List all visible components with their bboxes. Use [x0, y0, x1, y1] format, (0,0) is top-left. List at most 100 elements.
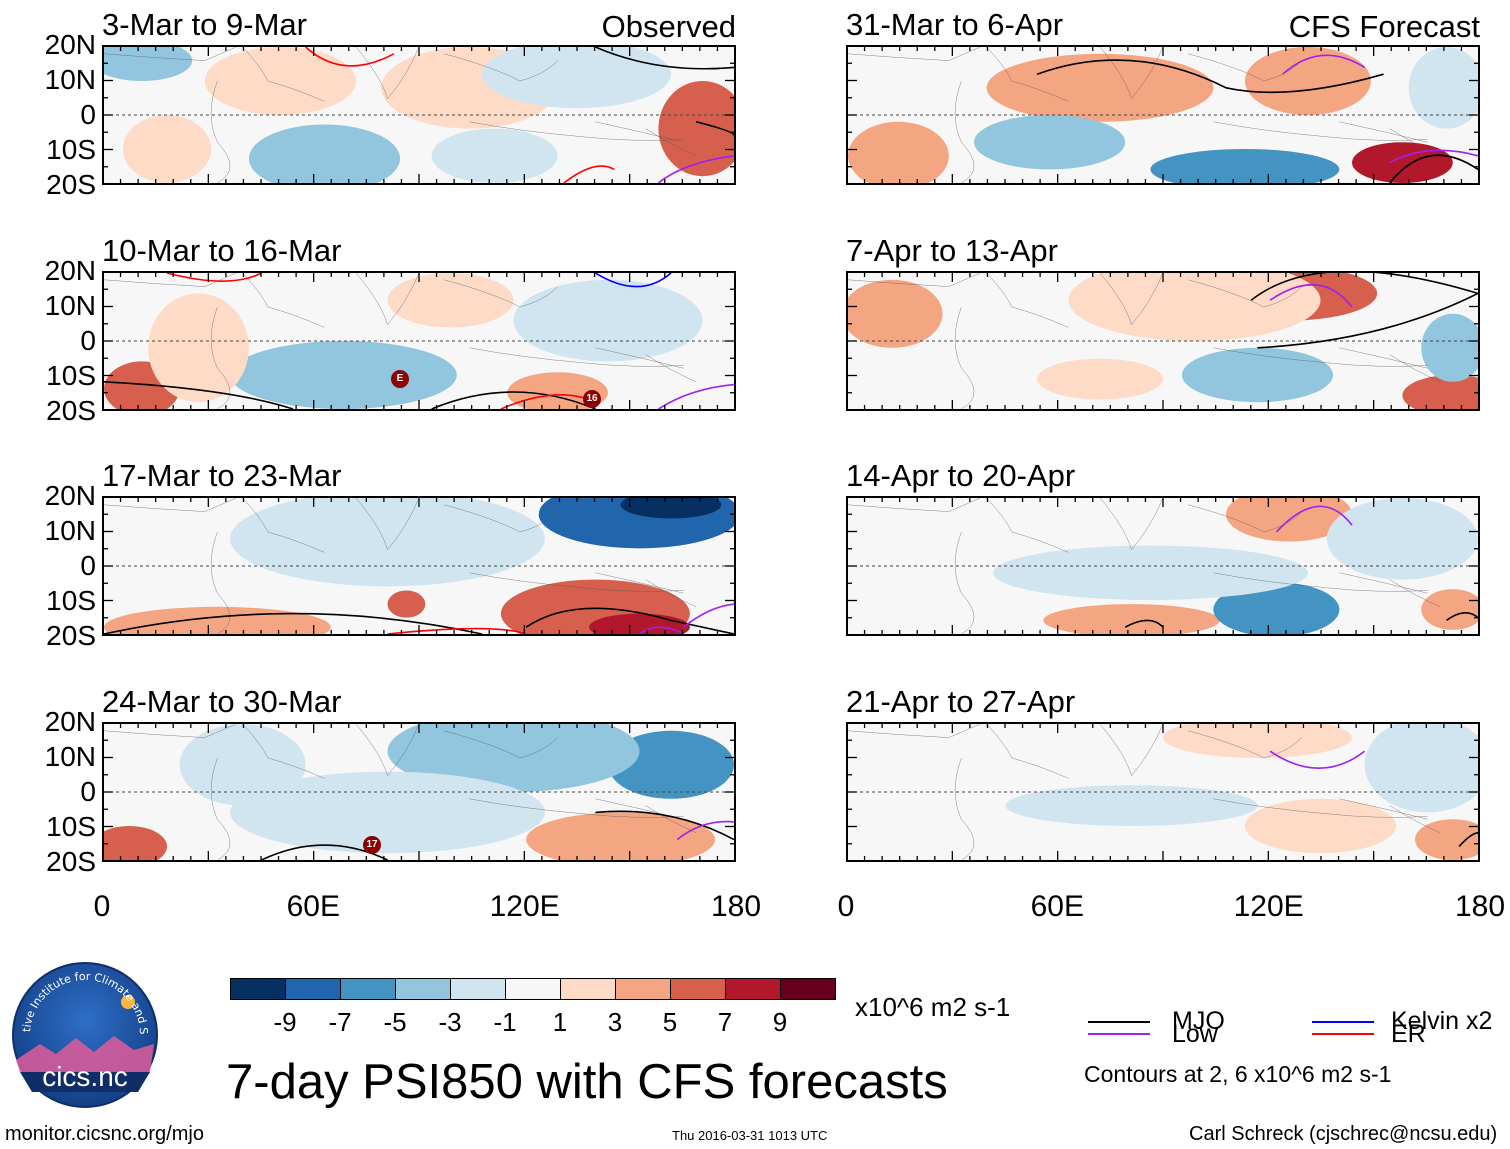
- colorbar-cell: [230, 978, 286, 1000]
- R1-anomaly-red3: [1402, 375, 1478, 409]
- L3-coastline: [469, 799, 683, 818]
- L0-coastline: [243, 47, 325, 101]
- colorbar-cell: [340, 978, 396, 1000]
- R0-anomaly-blue2: [974, 115, 1126, 170]
- R0-title: 31-Mar to 6-Apr: [846, 7, 1064, 42]
- footer-author: Carl Schreck (cjschrec@ncsu.edu): [1189, 1123, 1498, 1145]
- L3-field: [104, 724, 734, 860]
- colorbar-cell: [670, 978, 726, 1000]
- R3-anomaly-red2: [1415, 819, 1478, 860]
- R2-coastline: [1213, 573, 1427, 592]
- colorbar-tick-label: 3: [607, 1007, 623, 1037]
- L2-contour-low: [640, 627, 684, 634]
- L3-anomaly-blue2: [387, 724, 640, 792]
- R2-field: [848, 498, 1478, 634]
- R3-ticks: [846, 722, 1480, 862]
- R0-contour-low: [1390, 150, 1478, 162]
- R0-anomaly-red2: [848, 121, 949, 183]
- L2-title: 17-Mar to 23-Mar: [102, 458, 342, 493]
- L0-contour-er: [564, 166, 614, 183]
- R1-anomaly-blue2: [1181, 347, 1334, 403]
- L2-ticks: [102, 496, 736, 636]
- R2-coastline: [987, 498, 1069, 552]
- R2-anomaly-blue1: [1326, 498, 1478, 580]
- colorbar-units: x10^6 m2 s-1: [855, 992, 1011, 1022]
- L3-contour-mjo: [595, 811, 734, 839]
- L2-map: [102, 496, 736, 636]
- legend-low-label: Low: [1172, 1020, 1218, 1048]
- footer-url: monitor.cicsnc.org/mjo: [5, 1123, 204, 1145]
- R1-coastline: [1339, 348, 1427, 368]
- R3-coastline: [848, 724, 980, 738]
- L3-lat-label: 10N: [44, 741, 96, 772]
- R3-anomaly-blue1: [1005, 785, 1258, 826]
- R3-contour-low: [1270, 751, 1365, 768]
- L0-field: [104, 47, 734, 183]
- L1-title: 10-Mar to 16-Mar: [102, 233, 342, 268]
- R2-title: 14-Apr to 20-Apr: [846, 458, 1076, 493]
- L0-anomaly-red1: [122, 115, 212, 183]
- R1-coastline: [1100, 273, 1163, 325]
- L0-contour-mjo: [696, 122, 734, 136]
- R3-contour-mjo: [1459, 833, 1478, 847]
- colorbar-tick-label: 5: [662, 1007, 678, 1037]
- footer-timestamp: Thu 2016-03-31 1013 UTC: [672, 1128, 828, 1143]
- R0-source-tag: CFS Forecast: [1288, 9, 1480, 44]
- R0-coastline: [1339, 122, 1427, 142]
- L2-lat-label: 10S: [46, 585, 96, 616]
- L3-coastline: [243, 724, 325, 778]
- L3-contour-low: [677, 822, 734, 840]
- L1-contour-mjo: [104, 382, 293, 409]
- L1-anomaly-red1: [387, 273, 514, 328]
- L0-lat-label: 20N: [44, 29, 96, 60]
- R0-contour-mjo: [1390, 155, 1478, 183]
- L2-coastline: [211, 532, 230, 634]
- R0-anomaly-red4: [1352, 142, 1453, 183]
- L1-lat-label: 20N: [44, 255, 96, 286]
- colorbar-tick-label: -9: [273, 1007, 297, 1037]
- R3-coastline: [1213, 799, 1427, 818]
- R1-anomaly-red1: [1068, 273, 1321, 341]
- L3-lat-label: 20N: [44, 706, 96, 737]
- colorbar-tick-label: 7: [717, 1007, 733, 1037]
- L2-coastline: [356, 498, 419, 550]
- L1-contour-mjo: [432, 392, 596, 409]
- R1-coastline: [1390, 355, 1440, 382]
- L2-lat-label: 20S: [46, 620, 96, 651]
- L0-contour-low: [658, 156, 734, 183]
- L0-lat-label: 20S: [46, 169, 96, 200]
- R1-map: [846, 271, 1480, 411]
- R2-coastline: [1100, 498, 1163, 550]
- colorbar-cell: [395, 978, 451, 1000]
- L1-map: [102, 271, 736, 411]
- R2-coastline: [1390, 580, 1440, 607]
- R0-coastline: [987, 47, 1069, 101]
- R2-anomaly-blue1: [992, 545, 1308, 600]
- L0-coastline: [469, 122, 683, 141]
- L0-lat-label: 10S: [46, 134, 96, 165]
- L1-lat-label: 10S: [46, 360, 96, 391]
- L1-anomaly-red2: [507, 372, 608, 409]
- L2-lat-label: 10N: [44, 515, 96, 546]
- right-lon-label: 0: [837, 890, 855, 923]
- R2-coastline: [848, 498, 980, 512]
- legend-note: Contours at 2, 6 x10^6 m2 s-1: [1084, 1061, 1392, 1087]
- R0-contour-mjo: [1037, 60, 1384, 92]
- R0-anomaly-blue3: [1150, 149, 1340, 183]
- R0-anomaly-red2: [1244, 47, 1371, 115]
- right-lon-label: 60E: [1030, 890, 1085, 923]
- L3-anomaly-blue3: [608, 730, 734, 799]
- L0-coastline: [104, 47, 236, 61]
- R0-ticks: [846, 45, 1480, 185]
- L1-anomaly-red1: [148, 293, 249, 403]
- legend-mjo-label: MJO: [1172, 1007, 1225, 1035]
- left-lon-label: 180: [710, 890, 762, 923]
- L0-coastline: [211, 81, 230, 183]
- R2-coastline: [955, 532, 974, 634]
- L2-coastline: [444, 505, 557, 532]
- cics-logo-graphic: Cooperative Institute for Climate and Sa…: [6, 950, 158, 1108]
- L0-coastline: [444, 54, 557, 81]
- R1-coastline: [1188, 280, 1301, 307]
- storm-marker: 16: [583, 390, 601, 408]
- left-lon-label: 60E: [286, 890, 341, 923]
